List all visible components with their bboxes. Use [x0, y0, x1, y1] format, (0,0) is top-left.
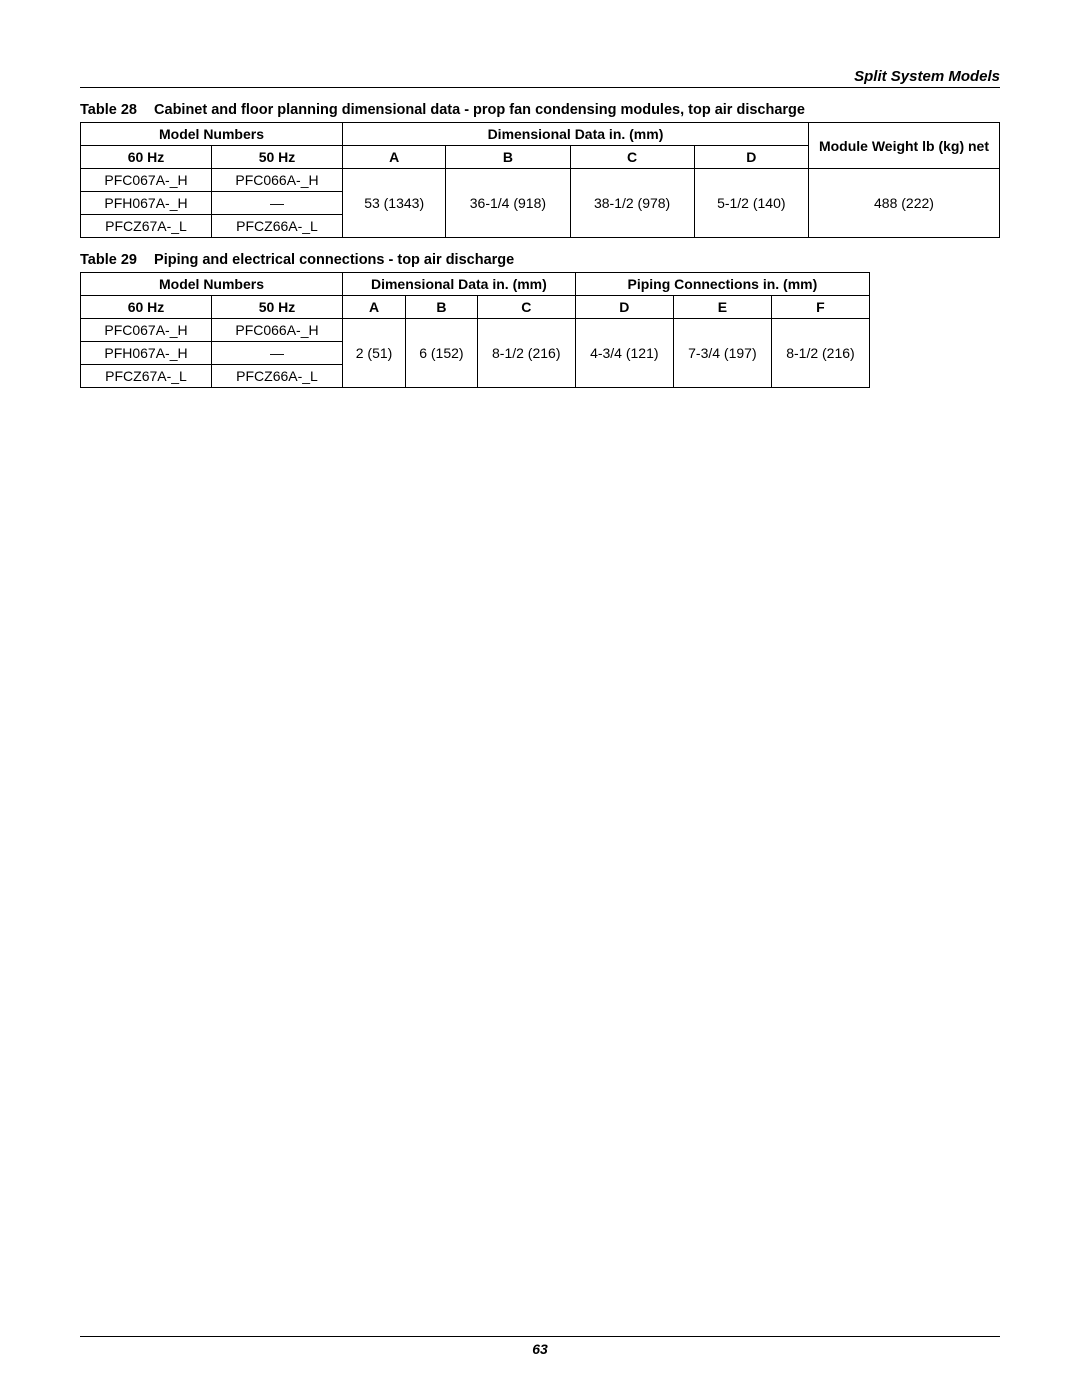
table29-h-piping: Piping Connections in. (mm) — [575, 273, 869, 296]
table29-h-60hz: 60 Hz — [81, 296, 212, 319]
page-number: 63 — [532, 1341, 548, 1357]
cell-50hz: — — [212, 342, 343, 365]
table-row: PFC067A-_H PFC066A-_H 2 (51) 6 (152) 8-1… — [81, 319, 870, 342]
table29-header-row1: Model Numbers Dimensional Data in. (mm) … — [81, 273, 870, 296]
table29-caption: Table 29 Piping and electrical connectio… — [80, 252, 1000, 268]
table28: Model Numbers Dimensional Data in. (mm) … — [80, 122, 1000, 238]
table28-label: Table 28 — [80, 102, 150, 118]
cell-F: 8-1/2 (216) — [771, 319, 869, 388]
cell-B: 36-1/4 (918) — [446, 169, 570, 238]
cell-D: 5-1/2 (140) — [694, 169, 808, 238]
table29-title: Piping and electrical connections - top … — [154, 252, 514, 268]
page: Split System Models Table 28 Cabinet and… — [0, 0, 1080, 1397]
cell-60hz: PFCZ67A-_L — [81, 365, 212, 388]
cell-E: 7-3/4 (197) — [673, 319, 771, 388]
table28-h-A: A — [343, 146, 446, 169]
cell-50hz: PFCZ66A-_L — [212, 365, 343, 388]
cell-60hz: PFH067A-_H — [81, 192, 212, 215]
cell-weight: 488 (222) — [808, 169, 999, 238]
table29: Model Numbers Dimensional Data in. (mm) … — [80, 272, 870, 388]
cell-C: 8-1/2 (216) — [477, 319, 575, 388]
cell-A: 2 (51) — [343, 319, 406, 388]
table29-h-F: F — [771, 296, 869, 319]
cell-D: 4-3/4 (121) — [575, 319, 673, 388]
table28-caption: Table 28 Cabinet and floor planning dime… — [80, 102, 1000, 118]
table28-h-B: B — [446, 146, 570, 169]
cell-50hz: — — [212, 192, 343, 215]
cell-60hz: PFC067A-_H — [81, 319, 212, 342]
table29-h-dim-data: Dimensional Data in. (mm) — [343, 273, 576, 296]
table28-h-D: D — [694, 146, 808, 169]
cell-60hz: PFC067A-_H — [81, 169, 212, 192]
table28-h-model-numbers: Model Numbers — [81, 123, 343, 146]
table28-h-60hz: 60 Hz — [81, 146, 212, 169]
table28-h-dim-data: Dimensional Data in. (mm) — [343, 123, 809, 146]
table28-title: Cabinet and floor planning dimensional d… — [154, 102, 805, 118]
table29-h-E: E — [673, 296, 771, 319]
table28-header-row1: Model Numbers Dimensional Data in. (mm) … — [81, 123, 1000, 146]
table29-h-C: C — [477, 296, 575, 319]
cell-C: 38-1/2 (978) — [570, 169, 694, 238]
table29-h-50hz: 50 Hz — [212, 296, 343, 319]
page-footer: 63 — [80, 1336, 1000, 1357]
table-row: PFC067A-_H PFC066A-_H 53 (1343) 36-1/4 (… — [81, 169, 1000, 192]
table29-header-row2: 60 Hz 50 Hz A B C D E F — [81, 296, 870, 319]
table29-h-D: D — [575, 296, 673, 319]
page-header: Split System Models — [80, 68, 1000, 88]
cell-60hz: PFH067A-_H — [81, 342, 212, 365]
table29-h-A: A — [343, 296, 406, 319]
header-title: Split System Models — [854, 68, 1000, 85]
cell-B: 6 (152) — [406, 319, 478, 388]
table28-h-C: C — [570, 146, 694, 169]
table29-label: Table 29 — [80, 252, 150, 268]
cell-A: 53 (1343) — [343, 169, 446, 238]
table29-h-model-numbers: Model Numbers — [81, 273, 343, 296]
table28-h-50hz: 50 Hz — [212, 146, 343, 169]
table28-h-module-weight: Module Weight lb (kg) net — [808, 123, 999, 169]
cell-50hz: PFC066A-_H — [212, 319, 343, 342]
cell-50hz: PFC066A-_H — [212, 169, 343, 192]
table29-h-B: B — [406, 296, 478, 319]
cell-60hz: PFCZ67A-_L — [81, 215, 212, 238]
cell-50hz: PFCZ66A-_L — [212, 215, 343, 238]
